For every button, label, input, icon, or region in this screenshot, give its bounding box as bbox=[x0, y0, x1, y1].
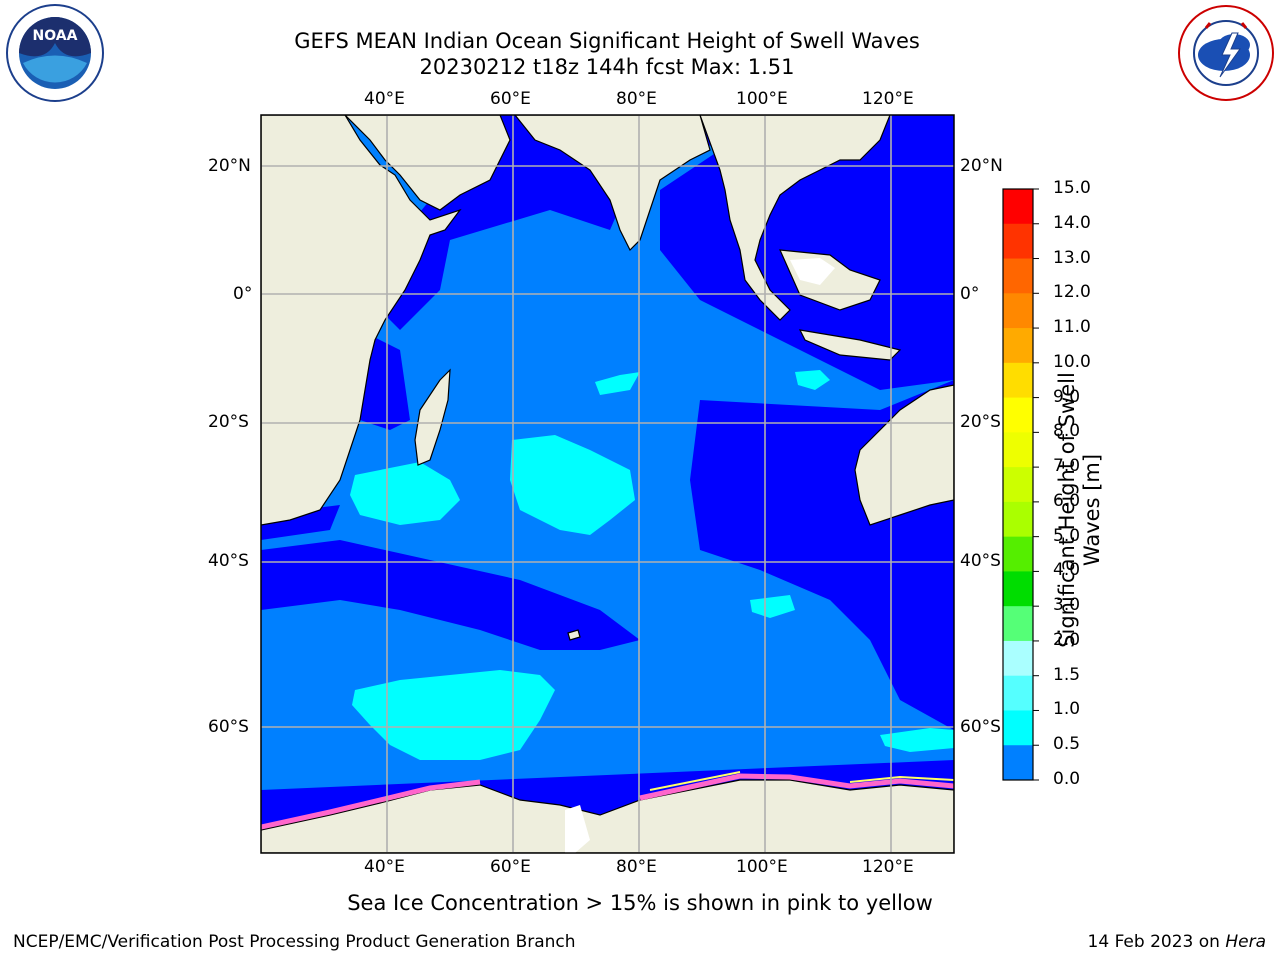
colorbar bbox=[1003, 188, 1039, 781]
sea-ice-note: Sea Ice Concentration > 15% is shown in … bbox=[347, 891, 933, 915]
colorbar-tick-label: 14.0 bbox=[1053, 212, 1091, 233]
colorbar-swatch bbox=[1003, 710, 1033, 746]
footer-date-text: 14 Feb 2023 on bbox=[1087, 932, 1226, 952]
colorbar-swatch bbox=[1003, 640, 1033, 677]
lon-label-top-120e: 120°E bbox=[862, 89, 914, 109]
lon-label-top-60e: 60°E bbox=[490, 89, 531, 109]
colorbar-tick-label: 3.0 bbox=[1053, 595, 1081, 616]
nws-logo bbox=[1178, 5, 1274, 101]
colorbar-swatch bbox=[1003, 745, 1033, 781]
footer-date: 14 Feb 2023 on Hera bbox=[1088, 932, 1266, 952]
map-frame bbox=[260, 114, 955, 854]
colorbar-tick-label: 1.0 bbox=[1053, 699, 1081, 720]
lat-label-left-20n: 20°N bbox=[208, 156, 251, 176]
masked-areas bbox=[565, 258, 835, 853]
colorbar-title-line1: Significant Height of Swell bbox=[1055, 372, 1079, 648]
colorbar-swatch bbox=[1003, 675, 1033, 711]
lon-label-bottom-100e: 100°E bbox=[736, 857, 788, 877]
colorbar-tick-label: 7.0 bbox=[1053, 456, 1081, 477]
colorbar-tick-label: 4.0 bbox=[1053, 560, 1081, 581]
colorbar-swatch bbox=[1003, 467, 1033, 503]
colorbar-swatch bbox=[1003, 501, 1033, 538]
svg-text:NOAA: NOAA bbox=[33, 28, 78, 44]
colorbar-title: Significant Height of Swell Waves [m] bbox=[1055, 360, 1105, 660]
colorbar-swatch bbox=[1003, 571, 1033, 607]
colorbar-tick-label: 11.0 bbox=[1053, 317, 1091, 338]
lat-label-right-0: 0° bbox=[960, 284, 980, 304]
colorbar-swatch bbox=[1003, 223, 1033, 260]
colorbar-swatch bbox=[1003, 362, 1033, 399]
colorbar-tick-label: 10.0 bbox=[1053, 351, 1091, 372]
sea-ice-edge bbox=[261, 773, 954, 830]
lat-label-left-40s: 40°S bbox=[208, 551, 249, 571]
footer-credit: NCEP/EMC/Verification Post Processing Pr… bbox=[13, 932, 576, 952]
lon-label-top-40e: 40°E bbox=[364, 89, 405, 109]
lon-label-bottom-60e: 60°E bbox=[490, 857, 531, 877]
lat-label-left-20s: 20°S bbox=[208, 412, 249, 432]
colorbar-swatch bbox=[1003, 328, 1033, 364]
colorbar-swatch bbox=[1003, 397, 1033, 433]
colorbar-title-line2: Waves [m] bbox=[1080, 453, 1104, 567]
noaa-logo: NOAA bbox=[6, 4, 104, 102]
colorbar-tick-label: 9.0 bbox=[1053, 386, 1081, 407]
colorbar-swatch bbox=[1003, 258, 1033, 294]
map-graticule bbox=[261, 115, 954, 853]
colorbar-tick-label: 0.0 bbox=[1053, 769, 1081, 789]
colorbar-tick-label: 13.0 bbox=[1053, 247, 1091, 268]
colorbar-tick-label: 5.0 bbox=[1053, 525, 1081, 546]
lat-label-right-20s: 20°S bbox=[960, 412, 1001, 432]
colorbar-swatch bbox=[1003, 536, 1033, 572]
colorbar-swatch bbox=[1003, 189, 1033, 225]
lon-label-bottom-120e: 120°E bbox=[862, 857, 914, 877]
colorbar-tick-label: 15.0 bbox=[1053, 178, 1091, 198]
colorbar-swatch bbox=[1003, 432, 1033, 468]
map-subtitle: 20230212 t18z 144h fcst Max: 1.51 bbox=[419, 55, 795, 79]
colorbar-tick-label: 0.5 bbox=[1053, 734, 1081, 755]
ocean-1.0-1.5-regions bbox=[350, 370, 954, 760]
lat-label-left-60s: 60°S bbox=[208, 717, 249, 737]
footer-machine: Hera bbox=[1225, 932, 1266, 952]
lat-label-left-0: 0° bbox=[233, 284, 253, 304]
colorbar-tick-label: 1.5 bbox=[1053, 664, 1081, 685]
map-title: GEFS MEAN Indian Ocean Significant Heigh… bbox=[294, 29, 920, 53]
lon-label-bottom-80e: 80°E bbox=[616, 857, 657, 877]
colorbar-swatch bbox=[1003, 606, 1033, 642]
colorbar-tick-label: 6.0 bbox=[1053, 490, 1081, 511]
colorbar-swatch bbox=[1003, 293, 1033, 329]
colorbar-tick-label: 2.0 bbox=[1053, 629, 1081, 650]
lat-label-right-40s: 40°S bbox=[960, 551, 1001, 571]
lon-label-top-80e: 80°E bbox=[616, 89, 657, 109]
colorbar-tick-label: 12.0 bbox=[1053, 282, 1091, 303]
lat-label-right-60s: 60°S bbox=[960, 717, 1001, 737]
lat-label-right-20n: 20°N bbox=[960, 156, 1003, 176]
lon-label-bottom-40e: 40°E bbox=[364, 857, 405, 877]
colorbar-tick-label: 8.0 bbox=[1053, 421, 1081, 442]
lon-label-top-100e: 100°E bbox=[736, 89, 788, 109]
